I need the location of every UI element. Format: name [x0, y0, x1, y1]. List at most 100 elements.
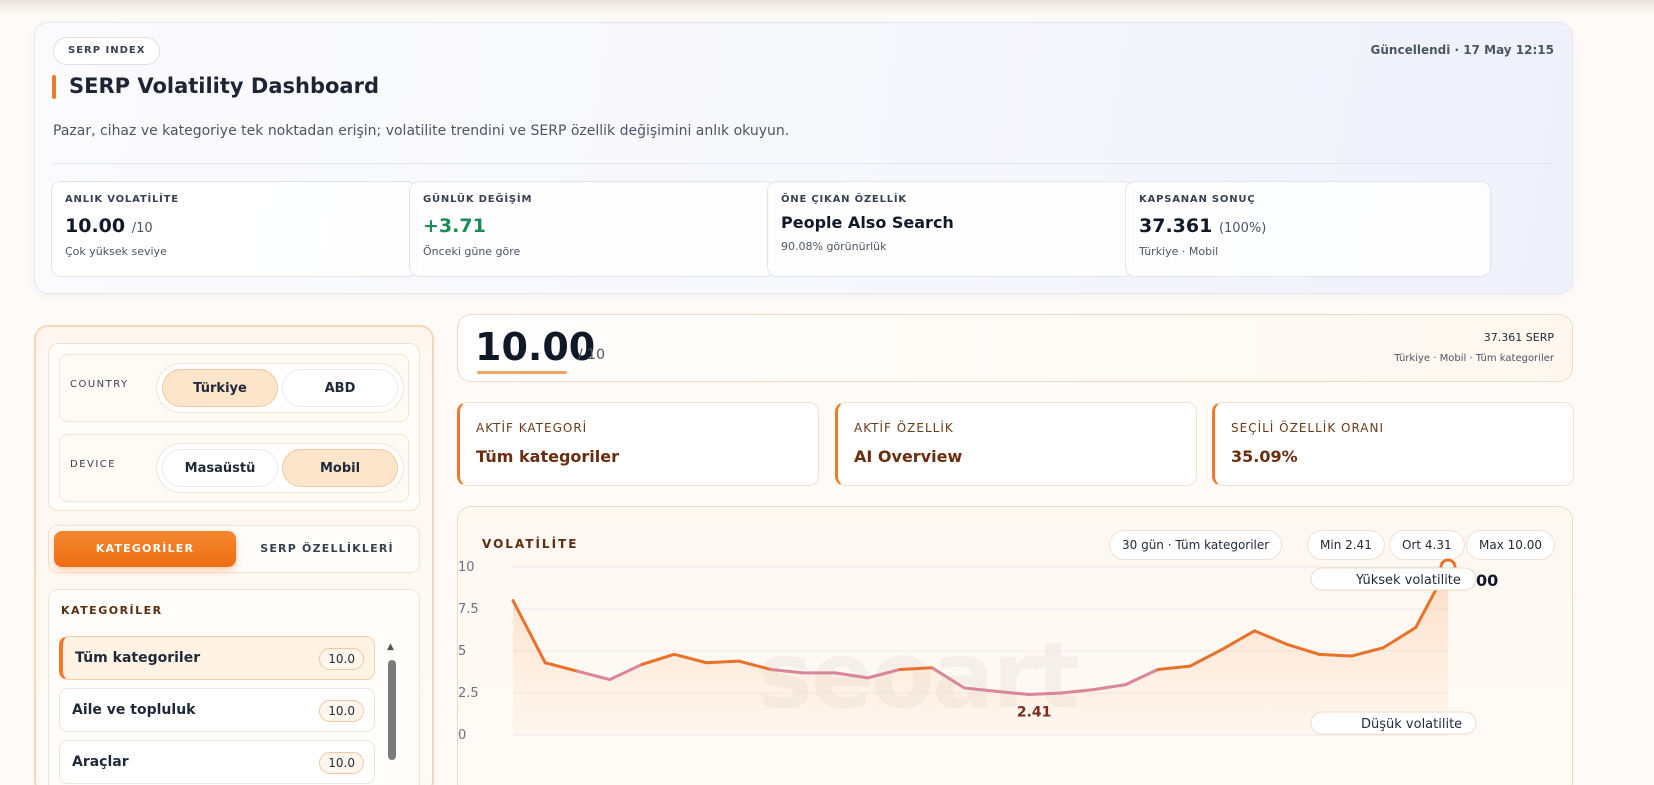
- data-point: [1221, 648, 1224, 651]
- tab-categories[interactable]: KATEGORİLER: [54, 531, 236, 567]
- chart-line-segment: [1124, 667, 1160, 687]
- device-label: DEVICE: [70, 459, 117, 470]
- category-score-badge: 10.0: [319, 700, 364, 722]
- kpi-note: Önceki güne göre: [423, 245, 521, 258]
- kpi-daily-change: GÜNLÜK DEĞİŞİM +3.71 Önceki güne göre: [409, 181, 775, 277]
- list-item[interactable]: Araçlar 10.0: [59, 740, 375, 784]
- data-point: [769, 668, 772, 671]
- kpi-value: 10.00 /10: [65, 215, 153, 237]
- chart-line-segment: [1382, 625, 1418, 650]
- category-name: Tüm kategoriler: [75, 650, 201, 666]
- list-item[interactable]: Tüm kategoriler 10.0: [59, 636, 375, 680]
- info-value: AI Overview: [854, 447, 963, 466]
- data-point: [1318, 653, 1321, 656]
- y-tick-label: 7.5: [458, 602, 479, 617]
- country-option-abd[interactable]: ABD: [282, 369, 398, 407]
- data-point: [640, 663, 643, 666]
- chart-line-segment: [640, 652, 676, 666]
- chart-range-chip[interactable]: 30 gün · Tüm kategoriler: [1109, 530, 1283, 560]
- device-option-desktop[interactable]: Masaüstü: [162, 449, 278, 487]
- chart-line-segment: [704, 659, 741, 665]
- chart-max-chip: Max 10.00: [1466, 530, 1555, 560]
- kpi-value: +3.71: [423, 215, 486, 237]
- data-point: [931, 666, 934, 669]
- kpi-label: KAPSANAN SONUÇ: [1139, 194, 1256, 205]
- data-point: [963, 686, 966, 689]
- list-item[interactable]: Aile ve topluluk 10.0: [59, 688, 375, 732]
- chart-line-segment: [995, 689, 1031, 697]
- data-point: [834, 671, 837, 674]
- chart-line-segment: [1285, 642, 1321, 656]
- high-volatility-band: [1310, 567, 1477, 591]
- data-point: [1124, 683, 1127, 686]
- chart-line-segment: [962, 686, 999, 693]
- data-point: [1156, 668, 1159, 671]
- active-category-card: AKTİF KATEGORİ Tüm kategoriler: [457, 402, 819, 486]
- feature-ratio-card: SEÇİLİ ÖZELLİK ORANI 35.09%: [1212, 402, 1574, 486]
- chart-line-segment: [543, 661, 579, 673]
- kpi-value: 37.361 (100%): [1139, 215, 1267, 237]
- low-volatility-band: [1310, 711, 1477, 735]
- kpi-note: Çok yüksek seviye: [65, 245, 167, 258]
- serp-count: 37.361 SERP: [1483, 331, 1554, 344]
- data-point: [1350, 655, 1353, 658]
- data-point: [1382, 646, 1385, 649]
- data-point: [673, 653, 676, 656]
- active-feature-card: AKTİF ÖZELLİK AI Overview: [835, 402, 1197, 486]
- info-value: Tüm kategoriler: [476, 447, 620, 466]
- country-label: COUNTRY: [70, 379, 129, 390]
- volatility-chart-card: seoart VOLATİLİTE 30 gün · Tüm kategoril…: [457, 506, 1573, 785]
- chart-line-segment: [769, 667, 805, 675]
- country-segmented: Türkiye ABD: [156, 363, 404, 413]
- kpi-label: ÖNE ÇIKAN ÖZELLİK: [781, 194, 907, 205]
- score-underline: [477, 371, 567, 374]
- category-score-badge: 10.0: [319, 648, 364, 670]
- chart-line-segment: [1349, 646, 1386, 658]
- kpi-label: GÜNLÜK DEĞİŞİM: [423, 194, 533, 205]
- tab-serp-features[interactable]: SERP ÖZELLİKLERİ: [260, 542, 394, 555]
- chart-title: VOLATİLİTE: [482, 537, 579, 551]
- chart-min-chip: Min 2.41: [1307, 530, 1385, 560]
- data-point: [1092, 688, 1095, 691]
- volatility-line-chart: 10 7.5 5 2.5 0 2.41 Yüksek volatilite 00 Düşük v…: [458, 558, 1498, 743]
- y-tick-label: 10: [458, 560, 475, 575]
- min-value-label: 2.41: [1017, 705, 1052, 721]
- data-point: [995, 690, 998, 693]
- category-name: Araçlar: [72, 754, 129, 770]
- info-label: SEÇİLİ ÖZELLİK ORANI: [1231, 421, 1385, 435]
- data-point: [1027, 693, 1030, 696]
- page-title: SERP Volatility Dashboard: [69, 74, 379, 98]
- data-point: [544, 661, 547, 664]
- kpi-featured-feature: ÖNE ÇIKAN ÖZELLİK People Also Search 90.…: [767, 181, 1133, 277]
- device-segmented: Masaüstü Mobil: [156, 443, 404, 493]
- scroll-up-arrow-icon[interactable]: ▲: [387, 642, 394, 652]
- y-tick-label: 0: [458, 728, 466, 743]
- chart-avg-chip: Ort 4.31: [1389, 530, 1465, 560]
- chart-line-segment: [1253, 629, 1289, 646]
- kpi-covered-results: KAPSANAN SONUÇ 37.361 (100%) Türkiye · M…: [1125, 181, 1491, 277]
- chart-line-segment: [737, 659, 773, 671]
- chart-line-segment: [608, 662, 644, 682]
- chart-line-segment: [833, 671, 870, 680]
- country-option-turkiye[interactable]: Türkiye: [162, 369, 278, 407]
- data-point: [1253, 629, 1256, 632]
- device-filter: DEVICE Masaüstü Mobil: [59, 434, 409, 502]
- kpi-note: 90.08% görünürlük: [781, 240, 887, 253]
- page-subtitle: Pazar, cihaz ve kategoriye tek noktadan …: [53, 123, 790, 139]
- device-option-mobile[interactable]: Mobil: [282, 449, 398, 487]
- filter-sidebar: COUNTRY Türkiye ABD DEVICE Masaüstü Mobi…: [34, 325, 434, 785]
- chart-line-segment: [930, 666, 966, 690]
- low-volatility-label: Düşük volatilite: [1361, 717, 1462, 732]
- data-point: [576, 670, 579, 673]
- chart-line-segment: [1027, 691, 1063, 697]
- scrollbar-thumb[interactable]: [388, 660, 396, 760]
- serp-index-tag: SERP INDEX: [53, 37, 161, 65]
- category-list-title: KATEGORİLER: [61, 604, 163, 617]
- chart-line-segment: [1220, 629, 1257, 651]
- data-point: [705, 661, 708, 664]
- score-scale: / 10: [578, 347, 605, 363]
- header-divider: [53, 163, 1554, 164]
- top-shadow: [0, 0, 1654, 14]
- data-point: [866, 676, 869, 679]
- chart-line-segment: [866, 667, 902, 680]
